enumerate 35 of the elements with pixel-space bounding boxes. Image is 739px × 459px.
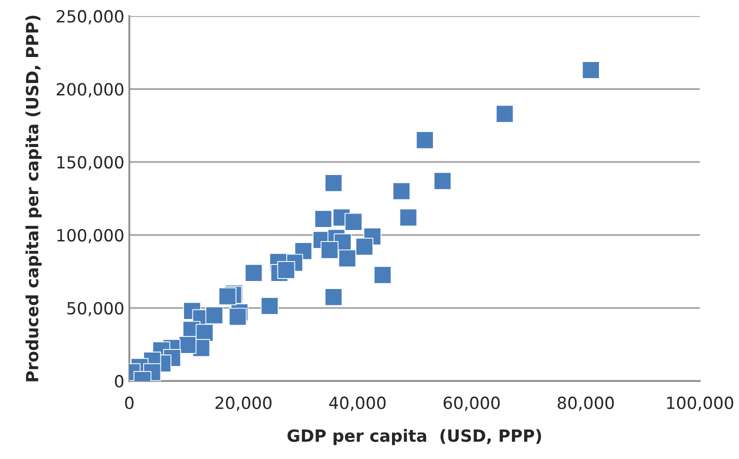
- x-tick-label: 0: [125, 396, 134, 410]
- point: [228, 308, 247, 326]
- x-tick-label: 60,000: [444, 396, 500, 411]
- point: [434, 172, 452, 190]
- point: [344, 212, 362, 231]
- point: [260, 297, 279, 315]
- y-tick-label: 100,000: [57, 228, 124, 244]
- point: [582, 61, 600, 79]
- y-axis-title: Produced capital per capita (USD, PPP): [26, 16, 42, 382]
- point: [338, 249, 356, 268]
- y-tick-label: 50,000: [67, 302, 124, 316]
- x-tick-label: 40,000: [329, 396, 386, 411]
- point: [355, 238, 374, 256]
- point: [496, 104, 514, 123]
- point: [314, 210, 332, 228]
- point: [416, 131, 434, 150]
- y-tick-label: 0: [114, 374, 124, 388]
- point: [320, 241, 338, 259]
- x-tick-label: 20,000: [215, 396, 272, 411]
- point: [218, 287, 236, 306]
- point: [392, 182, 410, 200]
- x-axis-title: GDP per capita (USD, PPP): [288, 429, 542, 446]
- x-tick-label: 100,000: [667, 396, 734, 411]
- x-tick-label: 80,000: [558, 396, 614, 411]
- point: [374, 266, 392, 284]
- point: [399, 208, 418, 226]
- y-tick-label: 200,000: [56, 83, 124, 98]
- point: [277, 261, 296, 279]
- y-tick-label: 250,000: [56, 10, 124, 24]
- point: [205, 306, 224, 324]
- point: [324, 174, 342, 192]
- point: [324, 288, 342, 306]
- y-tick-label: 150,000: [57, 156, 124, 170]
- point: [178, 336, 196, 354]
- point: [244, 264, 263, 282]
